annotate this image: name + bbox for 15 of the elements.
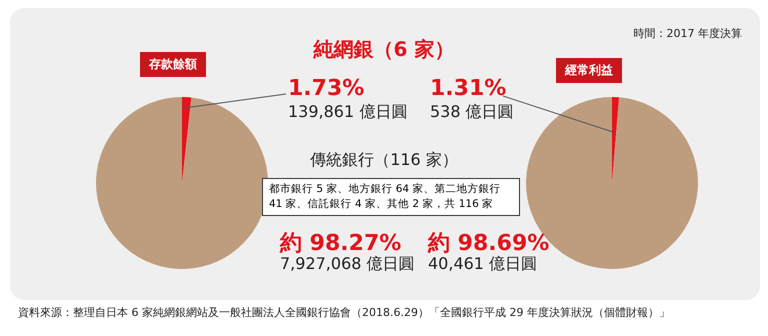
data-label: 1.73% — [288, 76, 364, 101]
data-label: 約 98.69% — [428, 230, 550, 256]
data-label: 約 98.27% — [280, 230, 402, 256]
text: 都市銀行 5 家、地方銀行 64 家、第二地方銀行 41 家、信託銀行 4 家、其他 2 家，共 116 家 — [262, 178, 520, 216]
text: 傳統銀行（116 家） — [309, 150, 459, 171]
text: 40,461 億日圓 — [428, 254, 538, 275]
data-label: 1.31% — [430, 76, 506, 101]
text: 7,927,068 億日圓 — [280, 254, 415, 275]
text: 時間：2017 年度決算 — [634, 26, 742, 41]
chart-title: 存款餘額 — [140, 52, 206, 77]
source-note: 資料來源：整理自日本 6 家純網銀網站及一般社團法人全國銀行協會（2018.6.29）「全國銀行平成 29 年度決算狀況（個體財報）」 — [18, 305, 670, 320]
text: 538 億日圓 — [430, 102, 514, 123]
text: 139,861 億日圓 — [288, 102, 408, 123]
chart-title: 經常利益 — [556, 58, 622, 83]
text: 純網銀（6 家） — [314, 37, 454, 61]
